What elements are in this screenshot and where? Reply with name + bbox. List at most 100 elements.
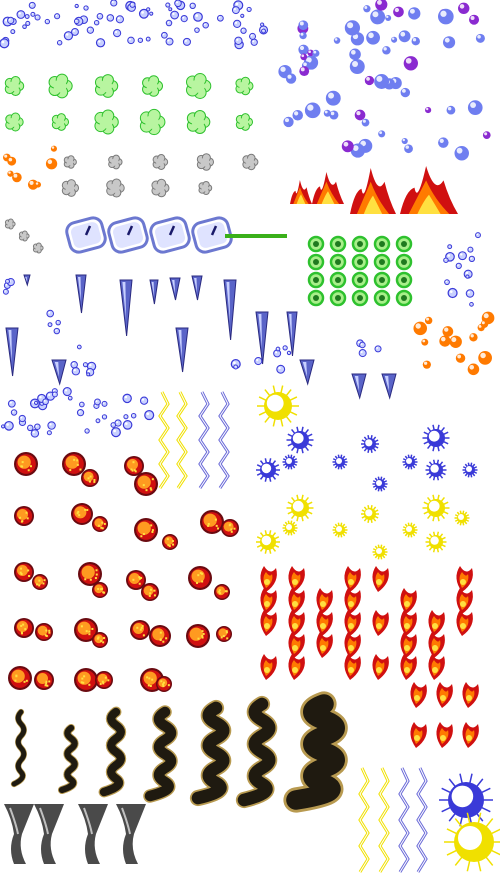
- burst-core: [466, 735, 472, 741]
- explosion-spark: [22, 623, 25, 626]
- bubble-highlight: [4, 290, 6, 292]
- explosion-spark: [78, 514, 81, 517]
- puff-core: [9, 117, 19, 127]
- orb-highlight: [392, 37, 395, 40]
- green-ring-center: [401, 241, 407, 247]
- bubble-highlight: [360, 350, 363, 354]
- bubble-highlight: [360, 343, 363, 345]
- bubble-highlight: [43, 400, 46, 402]
- bubble-highlight: [235, 2, 239, 6]
- explosion-spark: [104, 676, 107, 679]
- explosion-spark: [99, 640, 102, 643]
- vine-body: [58, 724, 78, 794]
- icicle: [51, 359, 67, 386]
- orb: [467, 363, 480, 376]
- orb: [366, 30, 380, 45]
- bubble-highlight: [376, 347, 379, 349]
- vine-body: [191, 701, 230, 805]
- explosion-core: [127, 459, 138, 470]
- burst-core: [460, 579, 466, 585]
- bubble: [46, 430, 52, 436]
- explosion-spark: [95, 569, 98, 572]
- orb: [349, 48, 361, 61]
- orb-glow: [336, 526, 342, 532]
- orb-highlight: [457, 354, 462, 359]
- explosion-spark: [226, 637, 229, 640]
- bubble-highlight: [84, 363, 86, 365]
- bolt-core: [159, 391, 169, 489]
- orb-highlight: [379, 131, 383, 135]
- explosion-spark: [29, 465, 32, 468]
- explosion-spark: [28, 575, 31, 578]
- icicle: [5, 327, 19, 377]
- bubble: [129, 1, 136, 8]
- orb: [439, 335, 451, 347]
- bubble: [249, 32, 257, 40]
- bubble-highlight: [234, 21, 238, 24]
- orb-highlight: [484, 132, 488, 136]
- puff-core: [53, 79, 67, 93]
- bubble: [457, 251, 467, 261]
- orb-glow: [428, 500, 440, 512]
- explosion-spark: [19, 516, 22, 519]
- explosion-spark: [150, 488, 153, 491]
- puff-core: [7, 221, 13, 227]
- bubble: [174, 0, 182, 8]
- bubble: [22, 24, 27, 30]
- bubble-highlight: [26, 22, 28, 24]
- orb-highlight: [352, 60, 359, 67]
- orb-highlight: [372, 11, 379, 18]
- explosion-core: [133, 623, 144, 634]
- orb: [45, 158, 58, 170]
- orb-glow: [292, 432, 304, 444]
- bubble: [202, 21, 209, 29]
- bubble: [34, 400, 39, 406]
- bubble-highlight: [470, 257, 472, 259]
- explosion-spark: [43, 579, 46, 582]
- burst-core: [348, 623, 354, 629]
- bubble-highlight: [241, 14, 243, 16]
- bubble-highlight: [261, 23, 263, 25]
- orb: [403, 56, 418, 71]
- orb-highlight: [35, 182, 39, 185]
- fire-bursts: [260, 566, 479, 748]
- bubble: [144, 410, 155, 421]
- puff-core: [99, 79, 113, 93]
- bubble-highlight: [191, 4, 193, 6]
- bubble-highlight: [55, 14, 58, 17]
- explosion-spark: [27, 569, 30, 572]
- orb: [393, 6, 404, 18]
- orb-highlight: [440, 10, 447, 17]
- orb: [438, 137, 449, 148]
- bubble: [51, 391, 58, 398]
- explosion-core: [218, 628, 228, 638]
- bubble-highlight: [31, 13, 33, 15]
- explosion-spark: [95, 573, 98, 576]
- bubble-highlight: [55, 329, 57, 332]
- orb: [50, 145, 58, 152]
- bubble-highlight: [114, 30, 118, 34]
- orb-highlight: [8, 157, 13, 162]
- bubble: [168, 7, 173, 12]
- explosion-spark: [91, 627, 94, 630]
- burst-core: [460, 601, 466, 607]
- bubble: [30, 429, 40, 438]
- bubble-highlight: [288, 351, 290, 353]
- bubble: [469, 302, 474, 307]
- orb: [354, 109, 366, 121]
- green-bar: [225, 234, 287, 238]
- explosion-core: [97, 673, 108, 684]
- orb: [283, 116, 294, 128]
- clock-hand: [210, 225, 218, 236]
- orb-glow: [428, 430, 440, 442]
- explosion-core: [137, 475, 151, 489]
- orb-highlight: [300, 32, 304, 36]
- explosion-core: [77, 621, 91, 635]
- explosion-spark: [201, 630, 204, 633]
- bubble: [95, 38, 106, 48]
- bubble: [240, 27, 247, 34]
- burst-core: [404, 645, 410, 651]
- bubble: [2, 288, 9, 295]
- flame-core: [363, 195, 383, 214]
- explosion-spark: [26, 517, 29, 520]
